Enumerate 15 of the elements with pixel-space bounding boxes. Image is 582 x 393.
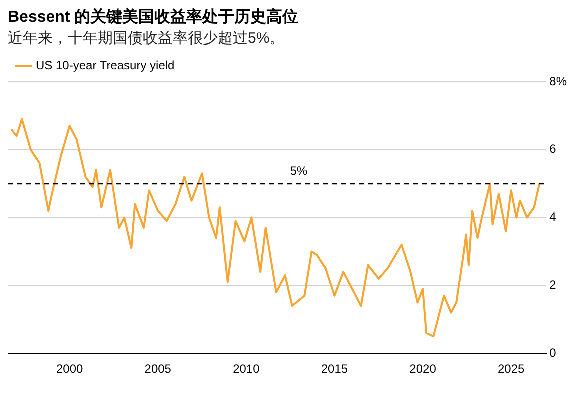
ref-line-label: 5% xyxy=(290,164,308,178)
y-tick-label: 8% xyxy=(550,74,568,88)
y-tick-label: 6 xyxy=(550,142,557,156)
y-tick-label: 4 xyxy=(550,210,557,224)
x-tick-label: 2015 xyxy=(321,362,348,376)
x-tick-label: 2000 xyxy=(56,362,84,376)
y-tick-label: 2 xyxy=(550,278,557,292)
x-tick-label: 2005 xyxy=(144,362,172,376)
x-tick-label: 2025 xyxy=(498,362,526,376)
legend-label: US 10-year Treasury yield xyxy=(36,58,175,72)
chart-title: Bessent 的关键美国收益率处于历史高位 xyxy=(8,8,300,28)
y-tick-label: 0 xyxy=(550,346,557,360)
chart-subtitle: 近年来，十年期国债收益率很少超过5%。 xyxy=(8,29,286,49)
x-tick-label: 2010 xyxy=(233,362,260,376)
x-tick-label: 2020 xyxy=(410,362,437,376)
